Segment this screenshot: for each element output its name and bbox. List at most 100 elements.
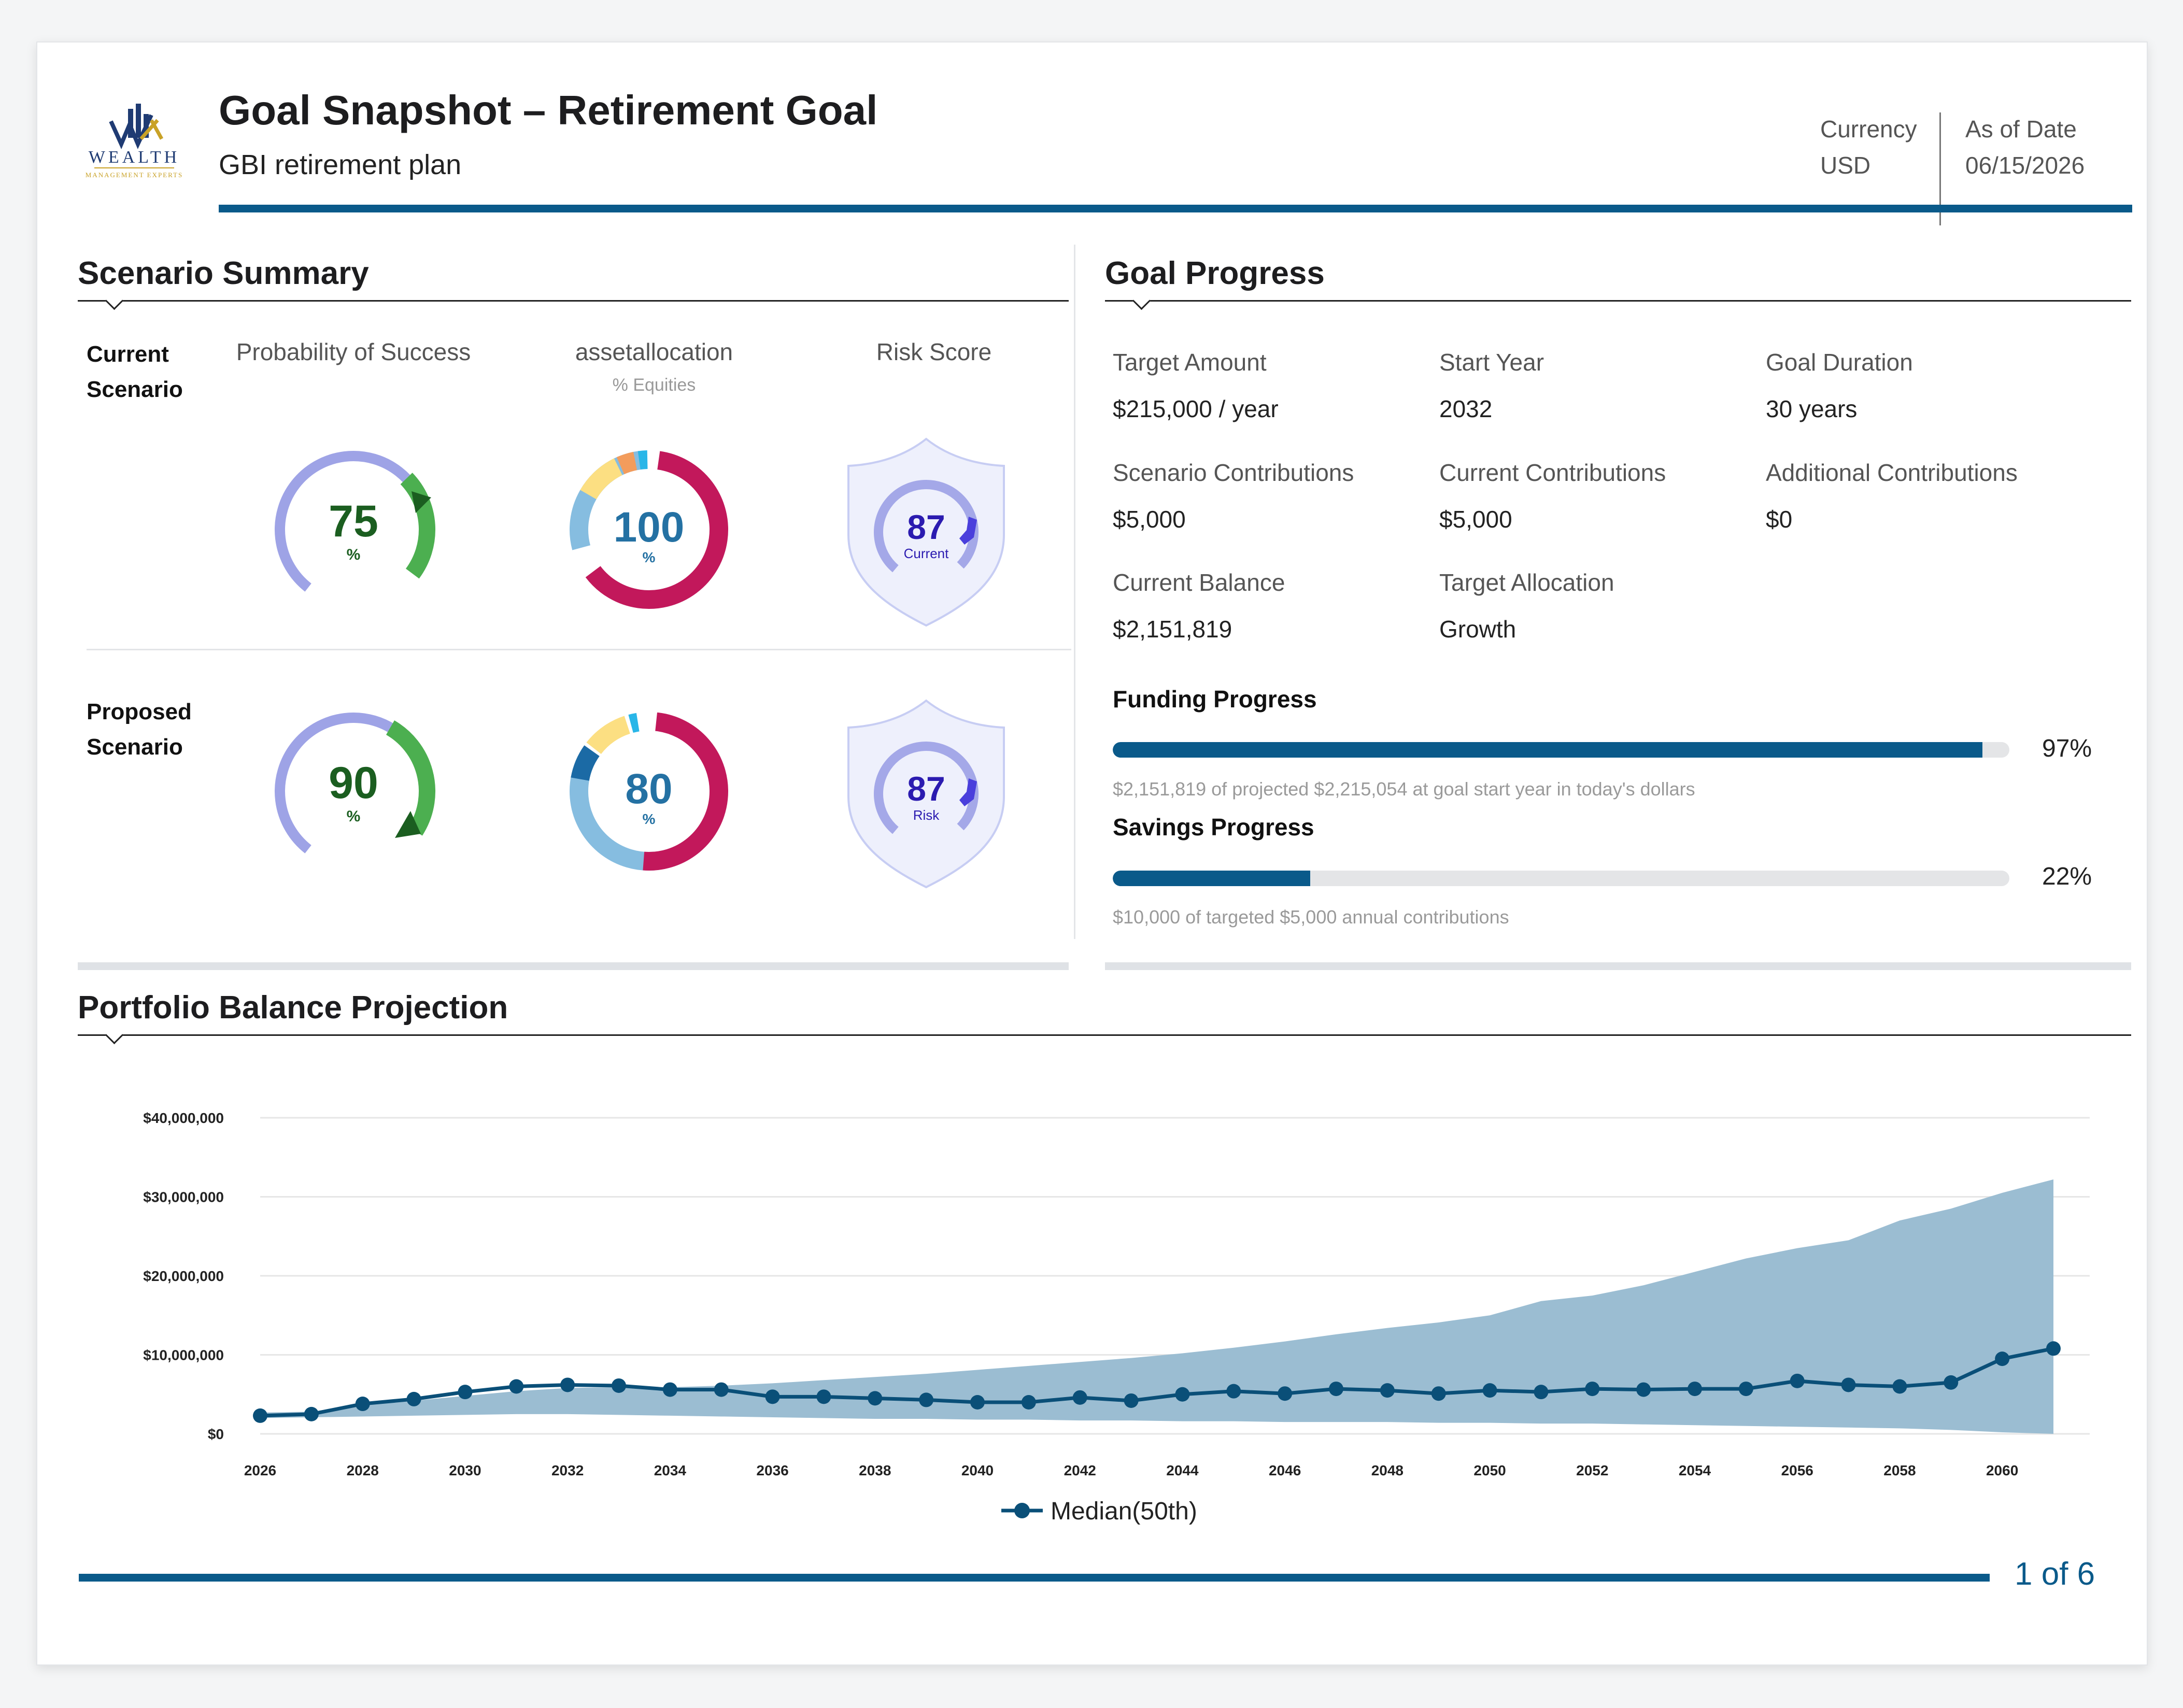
- funding-progress-fill: [1113, 742, 1983, 758]
- median-point: [816, 1389, 831, 1404]
- median-point: [304, 1406, 319, 1421]
- svg-text:90: 90: [329, 758, 378, 808]
- x-tick-label: 2044: [1166, 1462, 1199, 1478]
- svg-text:%: %: [643, 549, 656, 565]
- x-tick-label: 2054: [1679, 1462, 1711, 1478]
- scenario-summary-underline: [78, 300, 1069, 302]
- col-asset-allocation-sub: % Equities: [612, 375, 696, 395]
- current-balance-value: $2,151,819: [1113, 616, 1232, 643]
- additional-contributions-label: Additional Contributions: [1766, 459, 2018, 486]
- svg-text:80: 80: [625, 765, 672, 813]
- median-point: [1995, 1351, 2010, 1367]
- target-amount-label: Target Amount: [1113, 349, 1267, 376]
- median-point: [1585, 1382, 1600, 1397]
- funding-progress-bar: [1113, 742, 2009, 758]
- y-tick-label: $0: [208, 1426, 224, 1442]
- page-subtitle: GBI retirement plan: [219, 149, 462, 180]
- start-year-label: Start Year: [1439, 349, 1544, 376]
- savings-progress-percent: 22%: [2042, 863, 2092, 890]
- svg-text:87: 87: [907, 770, 945, 808]
- median-point: [1278, 1386, 1293, 1401]
- median-point: [1226, 1384, 1241, 1399]
- x-tick-label: 2028: [347, 1462, 379, 1478]
- median-point: [1688, 1382, 1702, 1397]
- median-point: [1124, 1393, 1139, 1408]
- goal-progress-underline: [1105, 300, 2131, 302]
- proposed-allocation-donut: 80 %: [570, 711, 728, 871]
- svg-text:MANAGEMENT EXPERTS: MANAGEMENT EXPERTS: [86, 171, 183, 179]
- median-point: [765, 1389, 780, 1404]
- funding-progress-title: Funding Progress: [1113, 686, 1317, 713]
- median-point: [868, 1391, 883, 1406]
- median-point: [1329, 1382, 1343, 1397]
- page-title: Goal Snapshot – Retirement Goal: [219, 87, 878, 133]
- svg-text:87: 87: [907, 508, 945, 546]
- median-point: [509, 1379, 524, 1394]
- target-amount-value: $215,000 / year: [1113, 395, 1279, 422]
- median-point: [560, 1377, 575, 1392]
- x-tick-label: 2040: [961, 1462, 994, 1478]
- median-point: [1790, 1373, 1805, 1388]
- funding-progress-note: $2,151,819 of projected $2,215,054 at go…: [1113, 778, 1695, 800]
- median-point: [1431, 1386, 1446, 1401]
- section-notch: [105, 1026, 124, 1045]
- current-risk-shield: 87 Current: [847, 437, 1005, 627]
- median-point: [1738, 1382, 1753, 1397]
- median-point: [458, 1385, 473, 1400]
- x-tick-label: 2060: [1986, 1462, 2018, 1478]
- svg-text:WEALTH: WEALTH: [89, 148, 180, 167]
- section-notch: [105, 291, 124, 310]
- goal-progress-title: Goal Progress: [1105, 255, 1325, 291]
- x-tick-label: 2034: [654, 1462, 687, 1478]
- x-tick-label: 2056: [1781, 1462, 1813, 1478]
- median-point: [662, 1382, 677, 1397]
- y-tick-label: $30,000,000: [143, 1189, 224, 1205]
- svg-text:100: 100: [614, 504, 685, 551]
- svg-text:Current: Current: [904, 546, 949, 561]
- median-point: [919, 1392, 934, 1407]
- median-point: [1944, 1375, 1959, 1390]
- current-contributions-label: Current Contributions: [1439, 459, 1666, 486]
- current-allocation-donut: 100 %: [570, 450, 728, 609]
- footer-rule: [79, 1574, 1990, 1582]
- company-logo: WEALTH MANAGEMENT EXPERTS: [79, 94, 190, 206]
- median-line: [260, 1346, 2054, 1418]
- savings-progress-fill: [1113, 871, 1310, 886]
- x-tick-label: 2036: [756, 1462, 788, 1478]
- x-tick-label: 2030: [449, 1462, 481, 1478]
- median-point: [612, 1378, 626, 1393]
- x-tick-label: 2026: [244, 1462, 276, 1478]
- median-point: [406, 1391, 421, 1406]
- legend-marker: [1014, 1503, 1030, 1518]
- as-of-date-value: 06/15/2026: [1965, 152, 2085, 179]
- scenario-summary-title: Scenario Summary: [78, 255, 369, 291]
- col-probability-of-success: Probability of Success: [236, 338, 471, 365]
- goal-duration-value: 30 years: [1766, 395, 1858, 422]
- target-allocation-value: Growth: [1439, 616, 1516, 643]
- median-point: [1175, 1387, 1190, 1402]
- report-page: WEALTH MANAGEMENT EXPERTS Goal Snapshot …: [36, 41, 2148, 1666]
- savings-progress-bar: [1113, 871, 2009, 886]
- scenario-divider: [87, 649, 1071, 650]
- additional-contributions-value: $0: [1766, 506, 1793, 533]
- current-probability-gauge: 75 %: [272, 448, 435, 611]
- projection-underline: [78, 1034, 2131, 1036]
- funding-progress-percent: 97%: [2042, 735, 2092, 762]
- median-point: [1892, 1379, 1907, 1394]
- median-point: [1534, 1385, 1549, 1400]
- median-point: [253, 1408, 267, 1423]
- goal-duration-label: Goal Duration: [1766, 349, 1913, 376]
- savings-progress-title: Savings Progress: [1113, 814, 1314, 841]
- current-balance-label: Current Balance: [1113, 569, 1285, 596]
- median-point: [970, 1395, 985, 1410]
- currency-value: USD: [1820, 152, 1871, 179]
- col-asset-allocation: assetallocation: [575, 338, 733, 365]
- scenario-contributions-label: Scenario Contributions: [1113, 459, 1354, 486]
- x-tick-label: 2046: [1269, 1462, 1301, 1478]
- x-tick-label: 2048: [1371, 1462, 1404, 1478]
- scenario-summary-bottom-rule: [78, 962, 1069, 970]
- y-tick-label: $20,000,000: [143, 1268, 224, 1284]
- y-tick-label: $10,000,000: [143, 1347, 224, 1363]
- svg-text:Risk: Risk: [913, 807, 940, 823]
- median-point: [2046, 1341, 2061, 1356]
